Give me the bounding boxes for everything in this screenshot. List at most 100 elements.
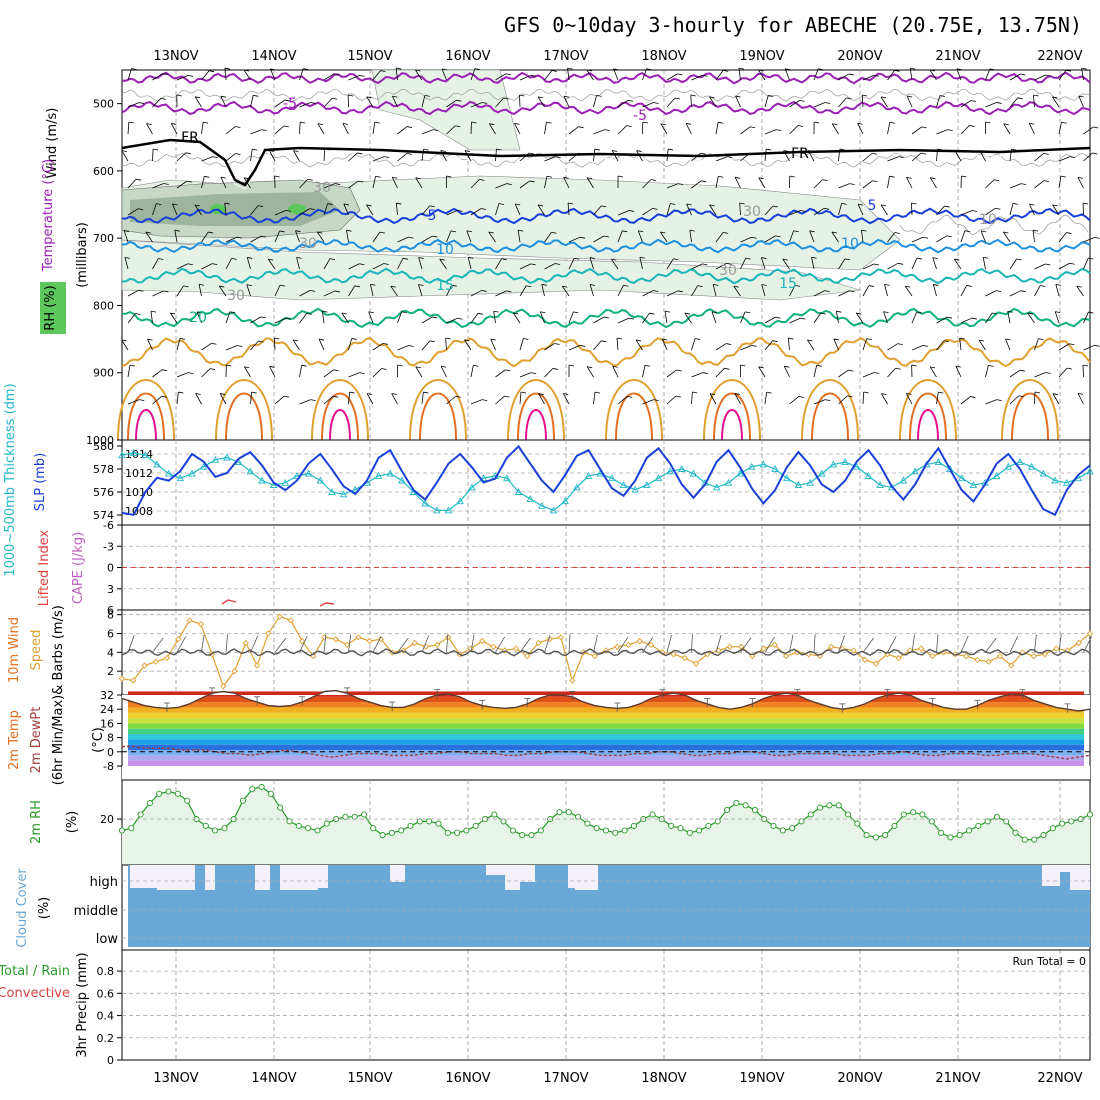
wind-barb-flag	[220, 95, 226, 98]
wind-barb	[250, 392, 253, 405]
wind-barb	[838, 73, 850, 81]
wind-barb	[835, 311, 839, 324]
wind-barb	[880, 204, 888, 216]
data-point-rh	[993, 813, 1000, 820]
data-point-wind	[253, 662, 261, 669]
wind-barb	[568, 311, 574, 324]
wind-barb	[831, 123, 839, 135]
wind-barb-flag	[329, 258, 336, 260]
wind-barb-flag	[996, 290, 1002, 293]
wind-barb	[299, 313, 308, 324]
wind-barb-flag	[866, 338, 872, 340]
data-point-wind	[220, 683, 227, 690]
y-tick-label: -6	[103, 519, 114, 532]
wind-barb	[512, 312, 521, 324]
wind-barb-flag	[995, 207, 1001, 210]
data-point-thickness	[468, 483, 476, 491]
data-point-wind	[130, 677, 137, 684]
wind-barb-flag	[709, 204, 715, 207]
wind-barb-flag	[642, 121, 648, 124]
wind-barb-flag	[546, 121, 552, 124]
wind-barb	[1078, 95, 1084, 108]
data-point-thickness	[748, 462, 756, 470]
wind-barb	[936, 340, 945, 351]
wind-barb	[862, 285, 870, 297]
wind-barb	[1058, 176, 1062, 189]
side-label-convective: Convective	[0, 986, 70, 1001]
data-point-wind	[434, 641, 441, 648]
y-axis-label-cloud-unit: (%)	[37, 897, 52, 920]
wind-barb	[445, 338, 447, 351]
wind-barb	[544, 343, 555, 351]
wind-barb-flag	[907, 95, 913, 98]
data-point-wind	[591, 652, 598, 660]
wind-barb	[715, 176, 719, 189]
data-point-rh	[426, 818, 433, 825]
wind-barb-flag	[629, 210, 635, 212]
wind-barb-flag	[187, 263, 193, 266]
y-tick-label: 16	[100, 717, 114, 730]
wind-barb-flag	[980, 230, 987, 233]
data-point-rh	[407, 822, 414, 829]
y-tick-label-right: 1010	[125, 486, 153, 499]
data-point-thickness	[328, 488, 336, 495]
wind-barb-flag	[501, 258, 507, 261]
data-point-wind	[276, 613, 283, 620]
wind-barb	[218, 285, 227, 297]
wind-barb-flag	[718, 175, 724, 178]
wind-barb-flag	[749, 152, 755, 155]
wind-barb	[418, 257, 423, 270]
cloud-clear-patch	[505, 865, 520, 890]
wind-barb-flag	[848, 73, 854, 76]
wind-barb-flag	[692, 391, 698, 394]
wind-barb	[495, 395, 505, 405]
data-point-rh	[1059, 820, 1066, 827]
wind-barb	[395, 68, 398, 81]
wind-barb	[440, 366, 447, 378]
contour-label: 30	[227, 288, 245, 304]
wind-barb	[495, 149, 497, 162]
data-point-thickness	[864, 471, 873, 479]
wind-barb	[292, 339, 300, 351]
wind-barb	[519, 152, 530, 162]
data-point-thickness	[666, 467, 674, 475]
wind-barb	[343, 203, 349, 216]
wind-barb	[1081, 68, 1084, 81]
data-point-thickness	[794, 481, 803, 489]
data-point-rh	[677, 825, 684, 832]
wind-barb	[1009, 183, 1022, 189]
wind-barb	[911, 344, 924, 351]
data-point-rh	[1003, 818, 1010, 825]
wind-barb	[568, 126, 579, 135]
cloud-cover-panel: high middle low Cloud Cover (%)	[15, 864, 1091, 951]
wind-barb-flag	[401, 311, 407, 314]
data-point-rh	[556, 809, 563, 816]
data-point-thickness	[759, 460, 768, 468]
data-point-thickness	[852, 462, 861, 470]
wind-barb-flag	[884, 283, 890, 286]
wind-barb	[758, 177, 766, 189]
wind-barb	[372, 636, 382, 653]
wind-barb-flag	[124, 230, 130, 233]
wind-barb	[691, 392, 693, 405]
wind-barb-flag	[188, 74, 194, 77]
wind-barb	[152, 148, 154, 162]
wind-barb-flag	[251, 391, 257, 394]
wind-barb	[593, 205, 602, 216]
wind-barb-flag	[204, 175, 210, 178]
wind-barb	[904, 285, 913, 297]
wind-barb	[274, 125, 285, 135]
wind-barb-flag	[274, 175, 280, 178]
wind-barb	[884, 284, 888, 297]
data-point-thickness	[339, 490, 348, 498]
wind-barb	[1083, 257, 1089, 270]
wind-barb-flag	[751, 236, 757, 239]
data-point-rh	[928, 818, 935, 825]
wind-barb-flag	[594, 391, 601, 394]
wind-barb	[685, 123, 692, 135]
wind-barb	[147, 338, 153, 351]
wind-barb	[1058, 69, 1067, 81]
wind-barb-flag	[554, 343, 560, 345]
wind-barb	[911, 126, 922, 135]
data-point-thickness	[678, 465, 686, 472]
